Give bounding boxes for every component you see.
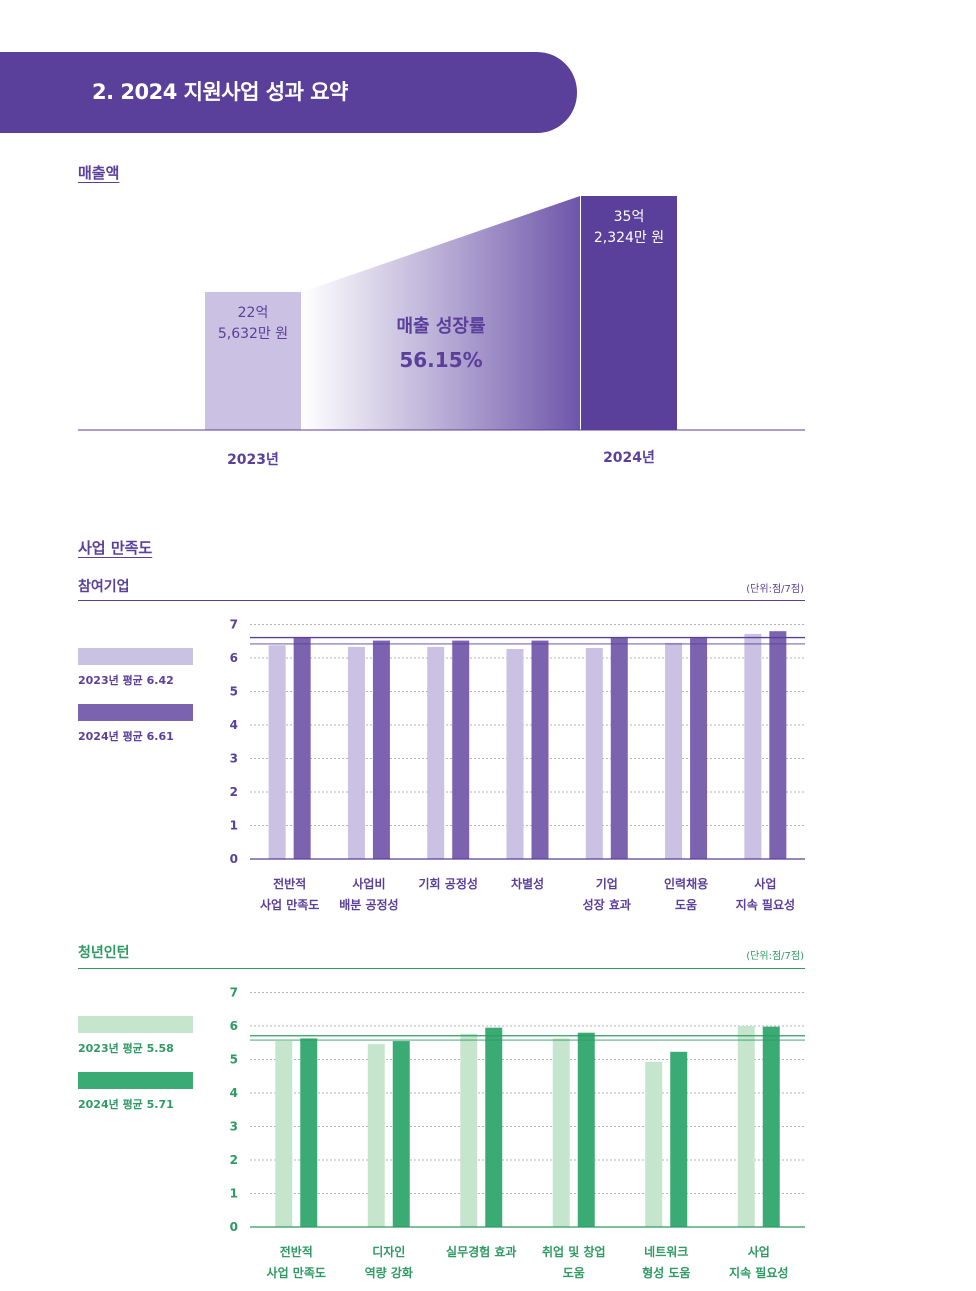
- y-tick-label: 6: [230, 651, 238, 665]
- revenue-bar-2023-label: 5,632만 원: [218, 326, 288, 342]
- revenue-chart: 22억 5,632만 원 35억 2,324만 원 매출 성장률 56.15% …: [78, 196, 805, 468]
- panel-unit-interns: (단위:점/7점): [746, 951, 804, 962]
- bar-2024: [690, 637, 708, 859]
- x-category-label: 기회 공정성: [419, 876, 478, 891]
- revenue-year-2024: 2024년: [603, 450, 655, 466]
- bar-2023: [347, 646, 365, 859]
- revenue-bar-2023-label: 22억: [238, 305, 269, 321]
- x-category-label: 사업비: [352, 876, 385, 891]
- legend-label: 2023년 평균 5.58: [78, 1041, 174, 1055]
- revenue-bar-2024-label: 2,324만 원: [594, 230, 664, 246]
- legend-label: 2023년 평균 6.42: [78, 673, 174, 687]
- legend-swatch: [78, 1016, 193, 1033]
- y-tick-label: 5: [230, 1053, 238, 1067]
- y-tick-label: 0: [230, 1220, 238, 1234]
- bar-2024: [485, 1027, 503, 1227]
- y-tick-label: 6: [230, 1019, 238, 1033]
- panel-unit-companies: (단위:점/7점): [746, 584, 804, 595]
- x-category-label: 디자인: [372, 1244, 405, 1259]
- bar-2023: [645, 1061, 663, 1227]
- y-tick-label: 4: [230, 1086, 238, 1100]
- panel-divider: [78, 600, 805, 601]
- bar-2023: [367, 1044, 385, 1227]
- bar-2024: [300, 1038, 318, 1227]
- bar-2024: [769, 631, 787, 859]
- y-tick-label: 4: [230, 718, 238, 732]
- y-tick-label: 1: [230, 819, 238, 833]
- x-category-label: 전반적: [273, 876, 306, 891]
- panel-title-companies: 참여기업: [78, 579, 130, 595]
- legend-label: 2024년 평균 6.61: [78, 729, 174, 743]
- x-category-label: 실무경험 효과: [446, 1244, 516, 1259]
- x-category-label: 인력채용: [664, 876, 708, 891]
- satisfaction-section-title: 사업 만족도: [78, 539, 153, 557]
- y-tick-label: 1: [230, 1187, 238, 1201]
- x-category-label: 형성 도움: [642, 1265, 690, 1280]
- growth-value: 56.15%: [399, 348, 482, 372]
- bar-2023: [506, 648, 524, 859]
- y-tick-label: 0: [230, 852, 238, 866]
- bar-2023: [427, 646, 445, 859]
- x-category-label: 배분 공정성: [339, 897, 398, 912]
- bar-2024: [372, 640, 390, 859]
- revenue-bar-2024-label: 35억: [614, 209, 645, 225]
- legend-swatch: [78, 1072, 193, 1089]
- section-banner: 2. 2024 지원사업 성과 요약: [0, 52, 577, 133]
- bar-2023: [275, 1041, 293, 1227]
- x-category-label: 성장 효과: [583, 897, 631, 912]
- revenue-bar-2023: [205, 292, 301, 430]
- bar-2024: [610, 637, 628, 859]
- x-category-label: 차별성: [511, 876, 544, 891]
- y-tick-label: 3: [230, 752, 238, 766]
- x-category-label: 역량 강화: [365, 1265, 413, 1280]
- revenue-year-2023: 2023년: [227, 452, 279, 468]
- x-category-label: 사업 만족도: [260, 897, 319, 912]
- bar-2024: [577, 1032, 595, 1227]
- bar-2023: [460, 1033, 478, 1227]
- page-title: 2. 2024 지원사업 성과 요약: [92, 80, 348, 104]
- x-category-label: 전반적: [280, 1244, 313, 1259]
- bar-2024: [531, 640, 549, 859]
- bar-2023: [268, 645, 286, 859]
- growth-label: 매출 성장률: [396, 316, 485, 337]
- revenue-bar-2024: [581, 196, 677, 430]
- bar-2024: [670, 1051, 688, 1227]
- y-tick-label: 5: [230, 685, 238, 699]
- y-tick-label: 7: [230, 986, 238, 1000]
- bar-2023: [585, 647, 603, 859]
- x-category-label: 사업: [754, 876, 776, 891]
- revenue-section-title: 매출액: [78, 164, 120, 182]
- bar-2023: [552, 1038, 570, 1227]
- x-category-label: 지속 필요성: [736, 897, 795, 912]
- bar-2024: [392, 1041, 410, 1227]
- growth-wedge: [302, 196, 580, 430]
- bar-2024: [452, 640, 470, 859]
- bar-2024: [293, 637, 311, 859]
- x-category-label: 도움: [563, 1265, 585, 1280]
- panel-divider: [78, 968, 805, 969]
- x-category-label: 지속 필요성: [729, 1265, 788, 1280]
- panel-title-interns: 청년인턴: [78, 945, 130, 961]
- y-tick-label: 3: [230, 1120, 238, 1134]
- legend-swatch: [78, 704, 193, 721]
- x-category-label: 도움: [675, 897, 697, 912]
- bar-2023: [737, 1026, 755, 1227]
- y-tick-label: 2: [230, 1153, 238, 1167]
- y-tick-label: 2: [230, 785, 238, 799]
- x-category-label: 사업 만족도: [267, 1265, 326, 1280]
- y-tick-label: 7: [230, 618, 238, 632]
- legend-swatch: [78, 648, 193, 665]
- bar-2023: [744, 633, 762, 859]
- bar-2023: [665, 642, 683, 859]
- x-category-label: 취업 및 창업: [542, 1244, 606, 1259]
- x-category-label: 기업: [596, 876, 618, 891]
- x-category-label: 사업: [748, 1244, 770, 1259]
- legend-label: 2024년 평균 5.71: [78, 1097, 174, 1111]
- x-category-label: 네트워크: [644, 1244, 688, 1259]
- bar-2024: [762, 1026, 780, 1227]
